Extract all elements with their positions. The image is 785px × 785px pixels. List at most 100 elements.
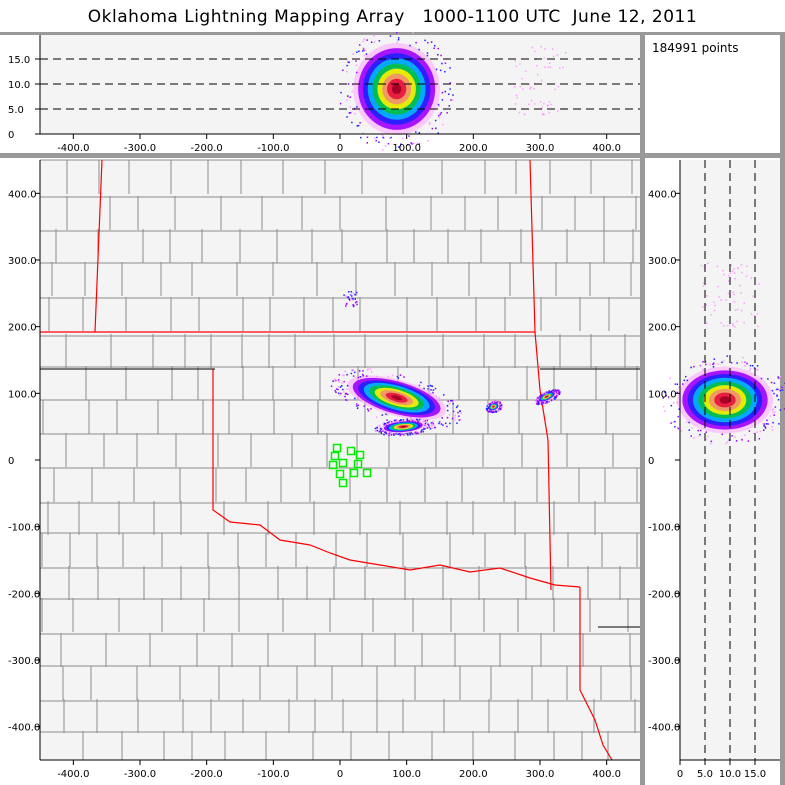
map-scatter-source — [348, 298, 351, 300]
map-storm-source — [362, 369, 364, 372]
top-density-source — [363, 54, 365, 57]
right-scatter-source — [750, 313, 753, 315]
map-storm-south-source — [390, 434, 393, 436]
right-density-source — [705, 431, 708, 433]
map-cell-east-source — [497, 402, 500, 404]
map-storm-source — [363, 405, 366, 408]
right-scatter-source — [723, 273, 725, 276]
top-density-source — [340, 91, 342, 94]
right-density-source — [774, 406, 777, 408]
map-cell-east-source — [490, 410, 493, 413]
top-scatter-source — [518, 111, 521, 114]
map-storm-south-source — [416, 419, 419, 421]
right-density-source — [683, 379, 685, 382]
map-x-tick-label: 100.0 — [392, 769, 421, 780]
map-storm-source — [338, 373, 341, 376]
map-storm-source — [381, 414, 384, 416]
map-storm-source — [339, 392, 342, 395]
right-density-source — [756, 368, 759, 371]
top-density-source — [418, 132, 421, 134]
map-storm-source — [448, 422, 451, 425]
top-density-source — [437, 132, 439, 134]
map-storm-south-level-8 — [400, 425, 406, 428]
map-storm-source — [457, 415, 460, 418]
top-density-source — [359, 122, 361, 124]
right-density-source — [771, 409, 774, 412]
right-scatter-source — [702, 285, 705, 287]
top-density-source — [398, 146, 400, 149]
right-density-source — [667, 397, 670, 399]
top-density-source — [418, 48, 420, 51]
top-density-source — [416, 142, 419, 145]
top-density-source — [444, 70, 446, 73]
map-storm-south-source — [420, 431, 422, 433]
top-density-source — [346, 95, 349, 97]
map-storm-source — [352, 375, 355, 378]
top-density-source — [342, 69, 344, 72]
map-x-tick-label: -100.0 — [257, 769, 289, 780]
map-storm-south-source — [380, 432, 383, 435]
right-scatter-source — [732, 324, 734, 327]
top-density-source — [349, 106, 352, 108]
map-storm-source — [335, 391, 337, 394]
lma-station-marker — [353, 459, 363, 469]
map-scatter-source — [345, 305, 347, 307]
map-storm-source — [344, 395, 346, 398]
map-cell-far-east-level-8 — [545, 396, 548, 398]
map-storm-south-source — [407, 434, 409, 436]
top-y-tick-label: 10.0 — [8, 80, 30, 91]
right-density-source — [686, 421, 688, 423]
top-density-source — [349, 96, 352, 98]
top-density-source — [413, 142, 415, 145]
top-density-source — [437, 114, 440, 117]
map-y-tick-label: -300.0 — [8, 656, 40, 667]
map-storm-source — [434, 387, 437, 390]
map-storm-south-source — [388, 432, 391, 435]
top-density-source — [362, 40, 365, 43]
top-scatter-source — [551, 48, 554, 50]
right-scatter-source — [730, 264, 732, 267]
right-scatter-source — [700, 264, 703, 267]
map-cell-far-east-source — [556, 389, 559, 392]
right-scatter-source — [710, 314, 713, 316]
map-storm-source — [438, 420, 441, 423]
map-storm-source — [386, 419, 388, 422]
top-scatter-source — [519, 85, 522, 88]
map-cell-east-source — [499, 405, 502, 407]
map-storm-source — [454, 416, 456, 419]
map-storm-source — [455, 406, 458, 409]
top-density-source — [424, 39, 426, 42]
right-density-source — [777, 376, 779, 378]
top-density-source — [410, 142, 412, 144]
map-cell-far-east-source — [547, 401, 550, 404]
map-cell-far-east-source — [544, 391, 547, 394]
map-storm-source — [333, 378, 336, 381]
right-density-source — [766, 419, 768, 422]
map-storm-source — [353, 397, 356, 400]
top-x-tick-label: 400.0 — [592, 143, 621, 154]
top-density-source — [348, 61, 350, 64]
top-density-source — [415, 41, 417, 44]
top-density-source — [396, 31, 398, 34]
state-borders — [40, 159, 640, 761]
right-scatter-source — [702, 282, 705, 284]
top-density-source — [397, 39, 400, 41]
map-storm-source — [343, 391, 345, 393]
top-density-source — [358, 50, 360, 53]
map-storm-south-source — [374, 430, 377, 433]
map-cell-east-source — [489, 402, 492, 405]
right-density-source — [702, 369, 705, 371]
map-cell-far-east-source — [536, 398, 539, 401]
top-scatter-source — [533, 82, 536, 85]
map-x-tick-label: -200.0 — [191, 769, 223, 780]
right-density-source — [670, 422, 672, 424]
right-density-source — [723, 359, 725, 362]
right-density-source — [742, 356, 744, 359]
map-y-tick-label: 100.0 — [8, 389, 37, 400]
right-x-tick-label: 5.0 — [697, 769, 713, 780]
top-scatter-source — [548, 100, 551, 103]
right-scatter-source — [739, 284, 741, 287]
top-density-source — [437, 53, 439, 56]
right-density-source — [775, 388, 777, 391]
